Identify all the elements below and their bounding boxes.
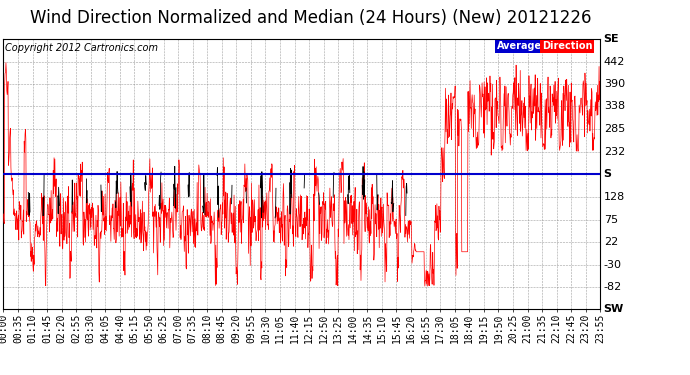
Text: Average: Average xyxy=(497,41,542,51)
Text: -82: -82 xyxy=(604,282,622,292)
Text: Direction: Direction xyxy=(542,41,592,51)
Text: SE: SE xyxy=(604,34,620,44)
Text: 232: 232 xyxy=(604,147,625,157)
Text: 338: 338 xyxy=(604,102,625,111)
Text: -30: -30 xyxy=(604,260,622,270)
Text: 390: 390 xyxy=(604,79,625,89)
Text: 442: 442 xyxy=(604,57,625,67)
Text: 285: 285 xyxy=(604,124,625,134)
Text: S: S xyxy=(604,170,612,179)
Text: 22: 22 xyxy=(604,237,618,247)
Text: Copyright 2012 Cartronics.com: Copyright 2012 Cartronics.com xyxy=(5,43,158,53)
Text: SW: SW xyxy=(604,304,624,314)
Text: 75: 75 xyxy=(604,214,618,225)
Text: 128: 128 xyxy=(604,192,625,202)
Text: Wind Direction Normalized and Median (24 Hours) (New) 20121226: Wind Direction Normalized and Median (24… xyxy=(30,9,591,27)
